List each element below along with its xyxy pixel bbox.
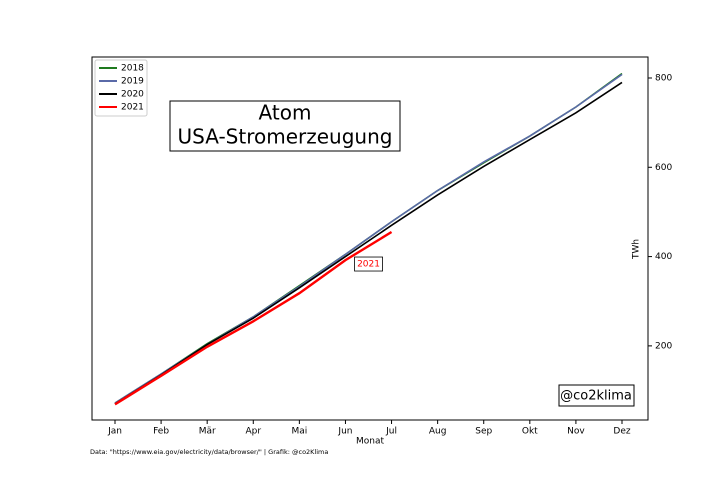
- plot-frame: [91, 56, 649, 421]
- title-box: [169, 100, 401, 152]
- legend-label: 2020: [121, 90, 144, 100]
- series-label-box: [354, 256, 383, 272]
- y-tick-label: 800: [655, 73, 672, 83]
- y-tick-label: 600: [655, 163, 672, 173]
- x-tick-label: Feb: [153, 427, 169, 437]
- y-tick-label: 200: [655, 341, 672, 351]
- chart-title: Atom: [259, 101, 312, 125]
- y-tick-label: 400: [655, 252, 672, 262]
- series-line: [114, 81, 623, 405]
- y-axis-label: TWh: [632, 239, 642, 260]
- x-tick-label: Okt: [522, 427, 538, 437]
- chart-title: USA-Stromerzeugung: [178, 125, 393, 149]
- x-tick-label: Nov: [567, 427, 585, 437]
- x-tick-label: Mai: [291, 427, 307, 437]
- x-tick-label: Sep: [475, 427, 492, 437]
- series-label: 2021: [357, 260, 380, 270]
- source-note: Data: "https://www.eia.gov/electricity/d…: [90, 448, 328, 456]
- x-tick-label: Dez: [613, 427, 630, 437]
- legend-box: [94, 59, 148, 117]
- x-axis-label: Monat: [356, 437, 384, 447]
- x-tick-label: Jan: [107, 427, 122, 437]
- x-tick-label: Jul: [385, 427, 397, 437]
- watermark-box: [558, 384, 635, 407]
- series-line: [114, 231, 393, 406]
- x-tick-label: Mär: [199, 427, 216, 437]
- x-tick-label: Apr: [245, 427, 261, 437]
- x-tick-label: Jun: [337, 427, 352, 437]
- x-tick-label: Aug: [429, 427, 447, 437]
- legend-label: 2019: [121, 77, 144, 87]
- watermark: @co2klima: [560, 389, 632, 404]
- legend-label: 2018: [121, 64, 144, 74]
- legend-label: 2021: [121, 103, 144, 113]
